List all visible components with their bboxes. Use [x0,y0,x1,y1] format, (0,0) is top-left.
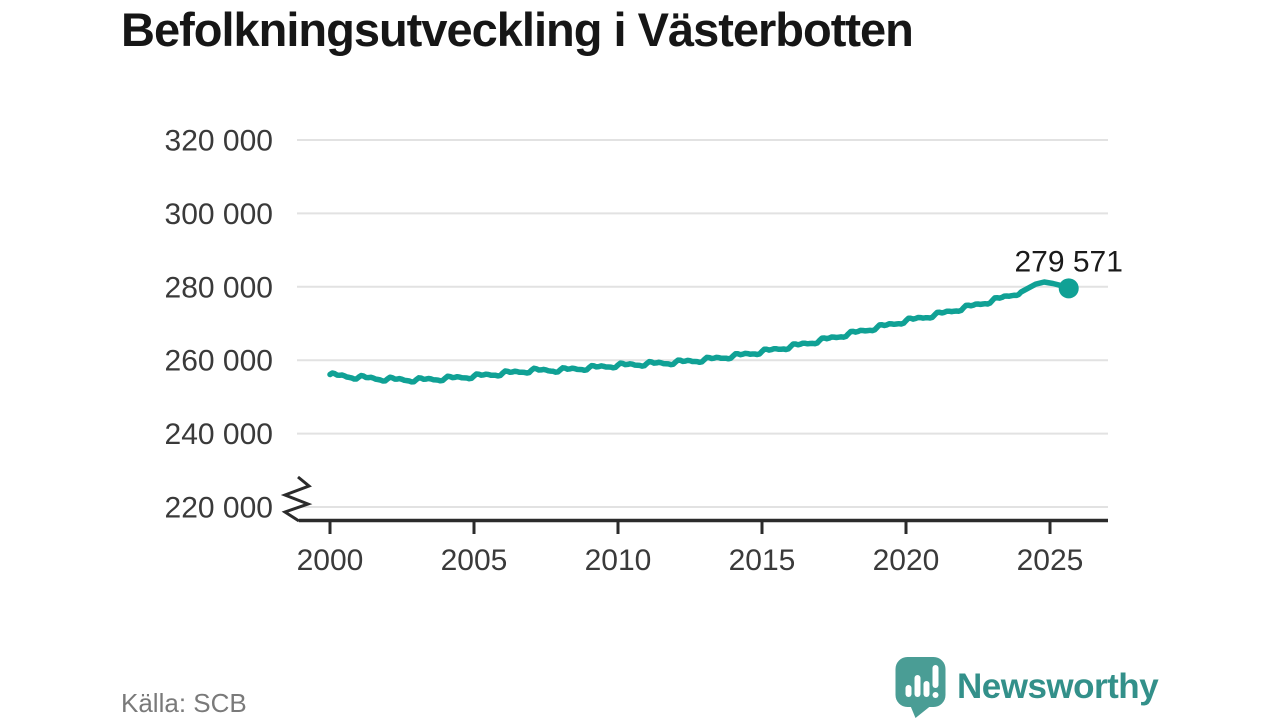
x-tick-label: 2010 [585,544,652,577]
population-line [327,279,1072,385]
y-tick-label: 300 000 [165,198,273,231]
newsworthy-logo-icon [895,657,946,718]
chart-title: Befolkningsutveckling i Västerbotten [121,3,914,56]
source-label: Källa: SCB [121,688,247,718]
logo-bubble-tail [910,706,931,718]
newsworthy-logo: Newsworthy [894,656,1159,718]
y-tick-label: 260 000 [165,345,273,378]
x-tick-label: 2000 [297,544,364,577]
newsworthy-wordmark: Newsworthy [957,667,1159,706]
axis-break-icon [280,475,313,523]
y-tick-label: 320 000 [165,125,273,158]
x-tick-label: 2015 [729,544,796,577]
y-tick-label: 220 000 [165,492,273,525]
x-tick-label: 2005 [441,544,508,577]
y-tick-label: 240 000 [165,418,273,451]
x-tick-label: 2025 [1017,544,1084,577]
x-tick-label: 2020 [873,544,940,577]
end-point-label: 279 571 [1014,245,1122,278]
end-point-marker [1058,278,1079,299]
y-tick-label: 280 000 [165,271,273,304]
logo-barchart-icon [905,665,939,698]
